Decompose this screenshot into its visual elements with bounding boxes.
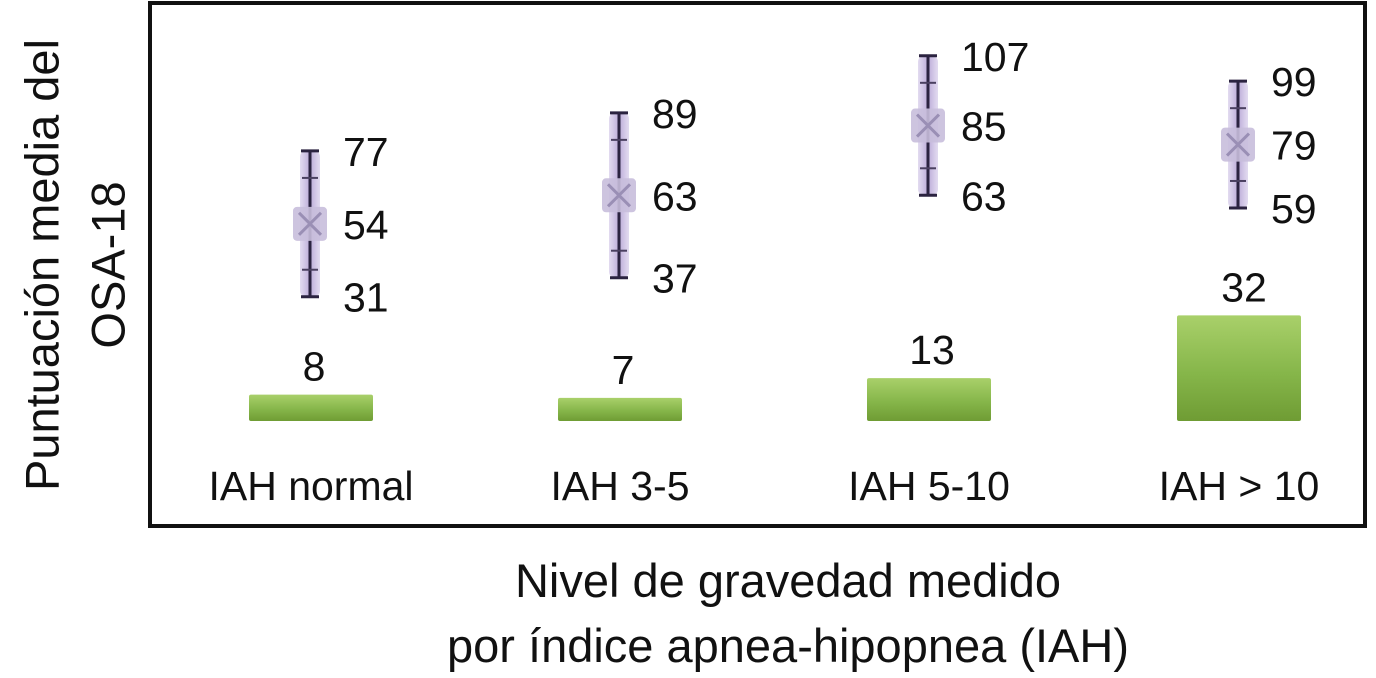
category-label: IAH > 10 xyxy=(1159,463,1320,509)
plot-frame xyxy=(148,1,1367,528)
range-low-label: 59 xyxy=(1271,186,1317,232)
bar-value-label: 8 xyxy=(303,344,326,390)
x-axis-label-line: por índice apnea-hipopnea (IAH) xyxy=(447,619,1129,672)
chart-marks: 8 IAH normal 77 54 31 7 IAH 3-5 89 63 37 13 IAH 5-1… xyxy=(208,34,1319,509)
bar-value-label: 13 xyxy=(909,327,955,373)
bar xyxy=(249,394,373,421)
range-low-label: 31 xyxy=(343,275,389,321)
x-axis-label-line: Nivel de gravedad medido xyxy=(515,554,1061,607)
category-label: IAH 3-5 xyxy=(551,463,690,509)
mean-marker-cross xyxy=(606,183,632,208)
category-label: IAH 5-10 xyxy=(848,463,1010,509)
x-axis-label: Nivel de gravedad medido por índice apnea… xyxy=(447,554,1129,672)
bar-value-label: 32 xyxy=(1221,264,1267,310)
bar xyxy=(558,397,682,421)
range-mean-label: 63 xyxy=(652,173,698,219)
range-low-label: 37 xyxy=(652,256,698,302)
y-axis-label: Puntuación media del OSA-18 xyxy=(15,39,134,491)
range-low-label: 63 xyxy=(961,173,1007,219)
range-mean-label: 85 xyxy=(961,104,1007,150)
range-high-label: 99 xyxy=(1271,59,1317,105)
y-axis-label-line: Puntuación media del xyxy=(15,39,68,491)
bar xyxy=(1177,315,1301,421)
range-high-label: 107 xyxy=(961,34,1029,80)
range-high-label: 77 xyxy=(343,129,389,175)
bar xyxy=(867,378,991,421)
range-mean-label: 79 xyxy=(1271,123,1317,169)
range-mean-label: 54 xyxy=(343,202,389,248)
category-label: IAH normal xyxy=(208,463,413,509)
mean-marker-cross xyxy=(1225,132,1251,157)
y-axis-label-line: OSA-18 xyxy=(81,181,134,348)
bar-value-label: 7 xyxy=(612,347,635,393)
range-high-label: 89 xyxy=(652,91,698,137)
mean-marker-cross xyxy=(297,211,323,236)
mean-marker-cross xyxy=(915,113,941,138)
